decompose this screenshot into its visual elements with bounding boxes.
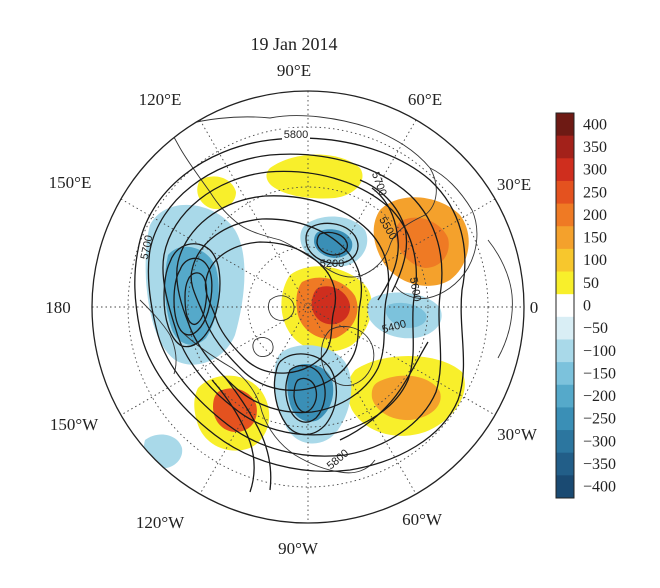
coastline-alaska: [139, 299, 177, 375]
contour-5300: [204, 241, 337, 374]
colorbar-block: [556, 248, 574, 273]
contour-east-trough-2: [371, 187, 399, 301]
contour-label-5700-left: 5700: [139, 234, 156, 260]
colorbar-tick-label: −150: [583, 365, 616, 382]
colorbar-block: [556, 180, 574, 205]
anomaly-shading: [143, 154, 469, 469]
colorbar-tick-label: −200: [583, 388, 616, 405]
lon-label-120e: 120°E: [139, 90, 182, 109]
colorbar-block: [556, 362, 574, 386]
colorbar-tick-label: 400: [583, 116, 607, 133]
colorbar-block: [556, 430, 574, 454]
map-disk-rim: [91, 90, 525, 524]
coastline-arctic-islands: [252, 295, 295, 357]
positive-anomaly-north: [266, 154, 363, 199]
colorbar: 400 350 300 250 200 150 100 50 0 −50 −100 −150 −200 −…: [555, 112, 616, 499]
contour-label-5200: 5200: [320, 258, 344, 270]
positive-anomaly-north-west: [197, 176, 236, 210]
coastline-greenland: [320, 326, 375, 386]
contour-east-trough: [359, 179, 408, 293]
contour-inner-north-1: [305, 222, 359, 264]
colorbar-tick-label: 350: [583, 139, 607, 156]
colorbar-tick-label: 100: [583, 252, 607, 269]
colorbar-tick-label: 50: [583, 275, 599, 292]
height-contours: [134, 137, 466, 493]
colorbar-block: [556, 475, 574, 499]
longitude-labels: 90°E 60°E 30°E 0 30°W 60°W 90°W 120°W 15…: [45, 61, 538, 558]
lon-label-90w: 90°W: [278, 539, 319, 558]
lon-label-60w: 60°W: [402, 510, 443, 529]
contour-inner-west-2: [173, 257, 213, 336]
colorbar-tick-label: 250: [583, 184, 607, 201]
contour-inner-south-1: [273, 353, 337, 436]
lon-label-180: 180: [45, 298, 71, 317]
colorbar-block: [556, 135, 574, 159]
lon-label-30w: 30°W: [497, 425, 538, 444]
colorbar-block: [556, 271, 574, 295]
colorbar-tick-label: 0: [583, 298, 591, 315]
lon-label-150w: 150°W: [50, 415, 99, 434]
colorbar-tick-label: 200: [583, 207, 607, 224]
contour-southwest-2: [223, 375, 272, 491]
colorbar-frame: [555, 112, 575, 499]
contour-southwest-1: [211, 379, 255, 493]
contour-5700: [147, 153, 443, 457]
contour-inner-north-2: [316, 231, 348, 256]
colorbar-block: [556, 452, 574, 476]
colorbar-block: [556, 384, 574, 408]
lon-label-120w: 120°W: [136, 513, 185, 532]
colorbar-block: [556, 316, 574, 340]
colorbar-tick-label: −250: [583, 411, 616, 428]
coastline-europe: [394, 167, 478, 299]
latitude-circle-mid: [187, 186, 429, 428]
lon-label-30e: 30°E: [497, 175, 531, 194]
colorbar-tick-label: −50: [583, 320, 608, 337]
colorbar-block: [556, 226, 574, 250]
contour-inner-south-2: [285, 364, 326, 423]
positive-anomaly-northeast-core: [395, 217, 449, 268]
colorbar-block: [556, 294, 574, 318]
colorbar-block: [556, 407, 574, 431]
lon-label-60e: 60°E: [408, 90, 442, 109]
contour-label-5800-top: 5800: [284, 129, 308, 141]
colorbar-block: [556, 113, 574, 137]
map-title: 19 Jan 2014: [251, 34, 338, 54]
lon-label-150e: 150°E: [49, 173, 92, 192]
lon-label-0: 0: [530, 298, 539, 317]
colorbar-labels: 400 350 300 250 200 150 100 50 0 −50 −100 −150 −200 −…: [583, 116, 616, 495]
coastline-africa: [487, 239, 513, 359]
positive-anomaly-southeast-core: [371, 375, 441, 421]
contour-5400: [190, 218, 363, 391]
negative-anomaly-east-core: [386, 302, 427, 328]
colorbar-block: [556, 339, 574, 363]
colorbar-blocks: [556, 113, 574, 499]
positive-anomaly-center-core: [311, 286, 351, 325]
map-disk: 5800 5700 5700 5500 5200 5400 5600 5800: [91, 90, 525, 524]
lon-label-90e: 90°E: [277, 61, 311, 80]
contour-inner-west-1: [163, 243, 221, 348]
colorbar-tick-label: −300: [583, 433, 616, 450]
contour-label-5600: 5600: [407, 276, 423, 302]
colorbar-tick-label: 300: [583, 162, 607, 179]
colorbar-block: [556, 158, 574, 182]
coastline-north-america: [179, 329, 376, 474]
contour-southeast-1: [339, 341, 429, 441]
colorbar-tick-label: −100: [583, 343, 616, 360]
contour-inner-west-3: [184, 272, 208, 326]
contour-5500: [176, 195, 390, 414]
contour-inner-south-3: [293, 377, 318, 413]
colorbar-tick-label: 150: [583, 230, 607, 247]
colorbar-block: [556, 203, 574, 227]
colorbar-tick-label: −400: [583, 479, 616, 496]
colorbar-tick-label: −350: [583, 456, 616, 473]
